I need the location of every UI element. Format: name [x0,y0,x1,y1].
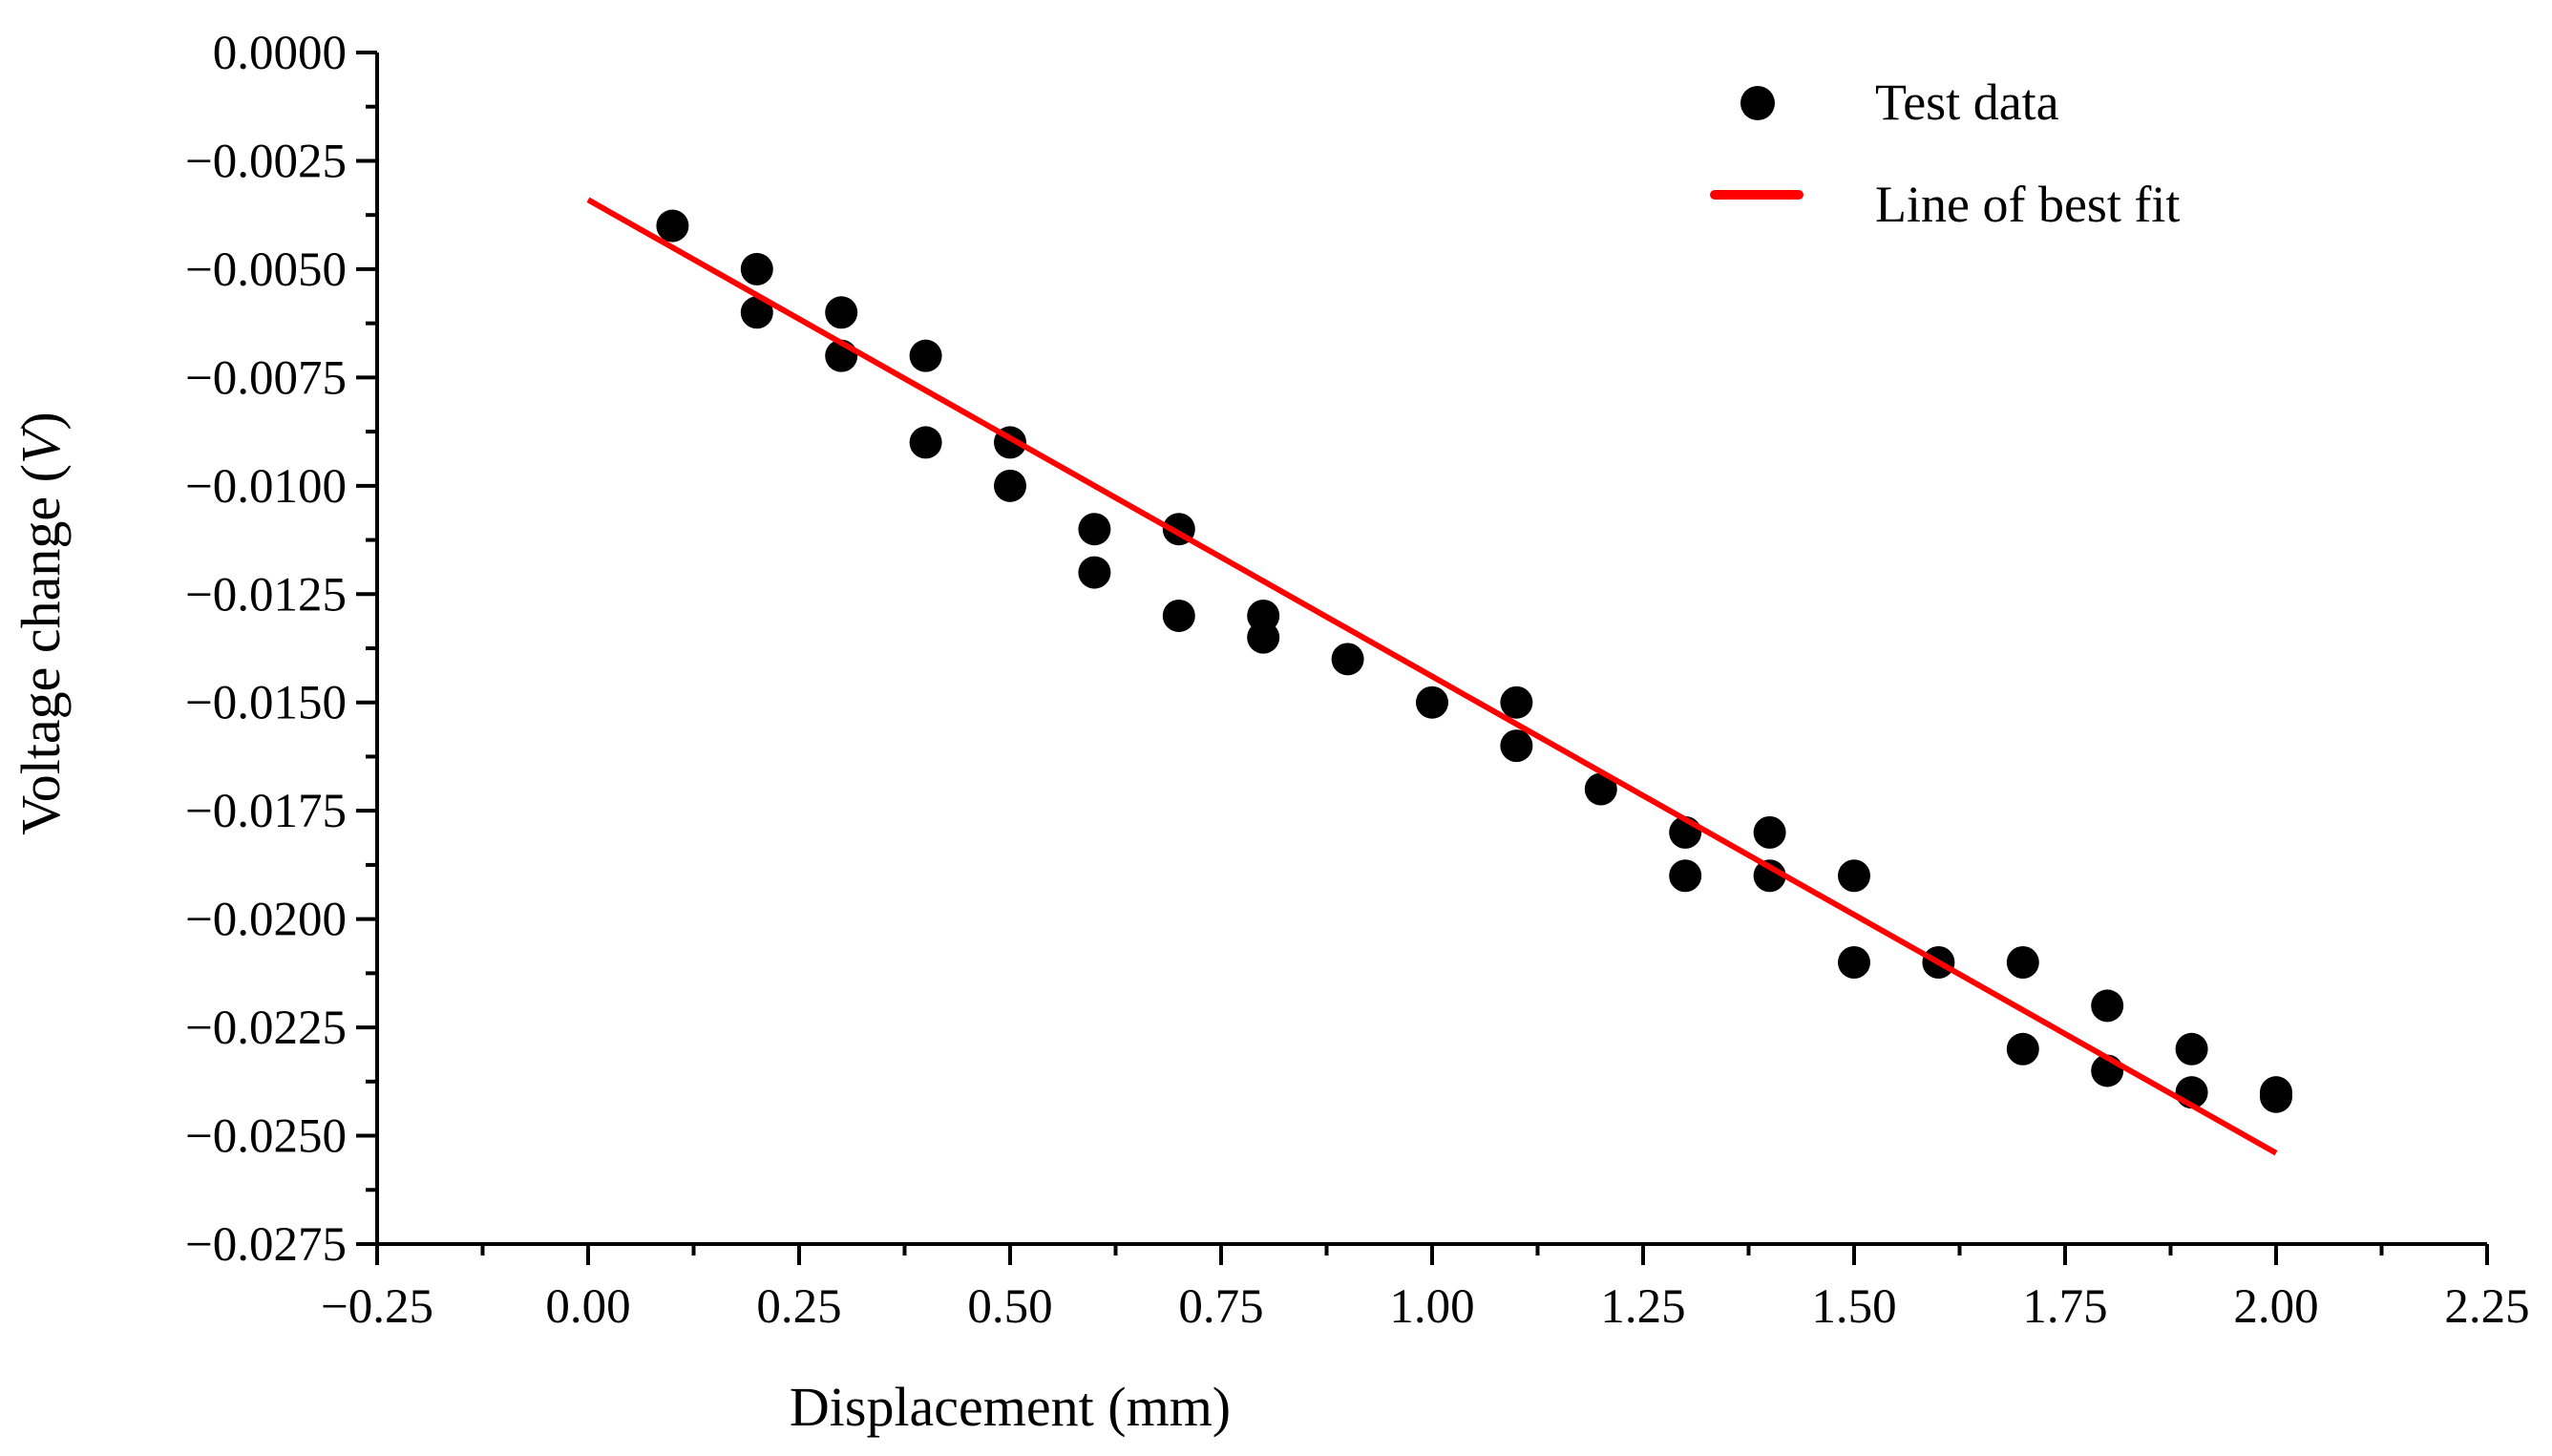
data-point [1500,729,1533,763]
y-tick-label: −0.0200 [185,894,347,947]
data-point [2260,1080,2292,1113]
data-point [1753,815,1786,849]
x-axis-title: Displacement (mm) [790,1376,1231,1438]
x-tick-label: −0.25 [321,1280,433,1334]
data-point [1838,859,1870,893]
legend-label-best-fit: Line of best fit [1875,176,2180,233]
data-point [1078,513,1111,546]
x-tick-label: 1.50 [1811,1280,1896,1334]
y-tick-label: −0.0225 [185,1002,347,1055]
y-tick-label: −0.0125 [185,568,347,622]
x-tick-label: 2.25 [2444,1280,2529,1334]
x-tick-label: 2.00 [2233,1280,2318,1334]
y-tick-label: −0.0075 [185,351,347,405]
y-axis-title: Voltage change (V) [10,411,72,834]
data-point [2006,946,2039,980]
data-point [1669,859,1702,893]
x-tick-label: 1.00 [1389,1280,1474,1334]
data-point [2175,1032,2208,1066]
y-tick-label: −0.0050 [185,243,347,297]
y-tick-label: −0.0250 [185,1110,347,1164]
legend-label-test-data: Test data [1875,74,2059,131]
best-fit-line [586,197,2278,1156]
data-point [994,469,1026,502]
y-tick-label: −0.0150 [185,677,347,730]
data-point [2006,1032,2039,1066]
legend-marker-test-data [1740,86,1775,120]
data-point [2091,989,2124,1023]
data-point [740,252,773,285]
data-point [1838,946,1870,980]
data-point [1584,772,1617,806]
data-point [1247,621,1280,654]
y-tick-label: −0.0175 [185,785,347,838]
x-tick-label: 0.50 [967,1280,1052,1334]
data-point [1331,643,1364,676]
legend: Test data Line of best fit [1710,74,2180,233]
data-point [909,426,942,459]
y-tick-label: −0.0100 [185,460,347,514]
plot-area [586,197,2292,1156]
data-point [656,209,689,243]
x-tick-label: 0.25 [756,1280,841,1334]
x-tick-label: 0.00 [545,1280,630,1334]
data-point [1078,556,1111,589]
x-axis-ticks: −0.25 0.00 0.25 0.50 0.75 1.00 1.25 1.50 1.75 2.0… [321,1244,2530,1334]
y-tick-label: −0.0275 [185,1218,347,1272]
x-tick-label: 0.75 [1178,1280,1263,1334]
data-point [909,339,942,372]
data-point [1416,686,1448,719]
data-point [1753,859,1786,893]
data-point [1500,686,1533,719]
x-tick-label: 1.75 [2022,1280,2107,1334]
y-tick-label: −0.0025 [185,135,347,188]
data-point [1162,599,1195,632]
x-tick-label: 1.25 [1600,1280,1685,1334]
y-axis-ticks: 0.0000 −0.0025 −0.0050 −0.0075 −0.0100 −0.012… [185,27,377,1272]
data-point [740,296,773,329]
y-tick-label: 0.0000 [213,27,347,80]
data-point [825,296,858,329]
